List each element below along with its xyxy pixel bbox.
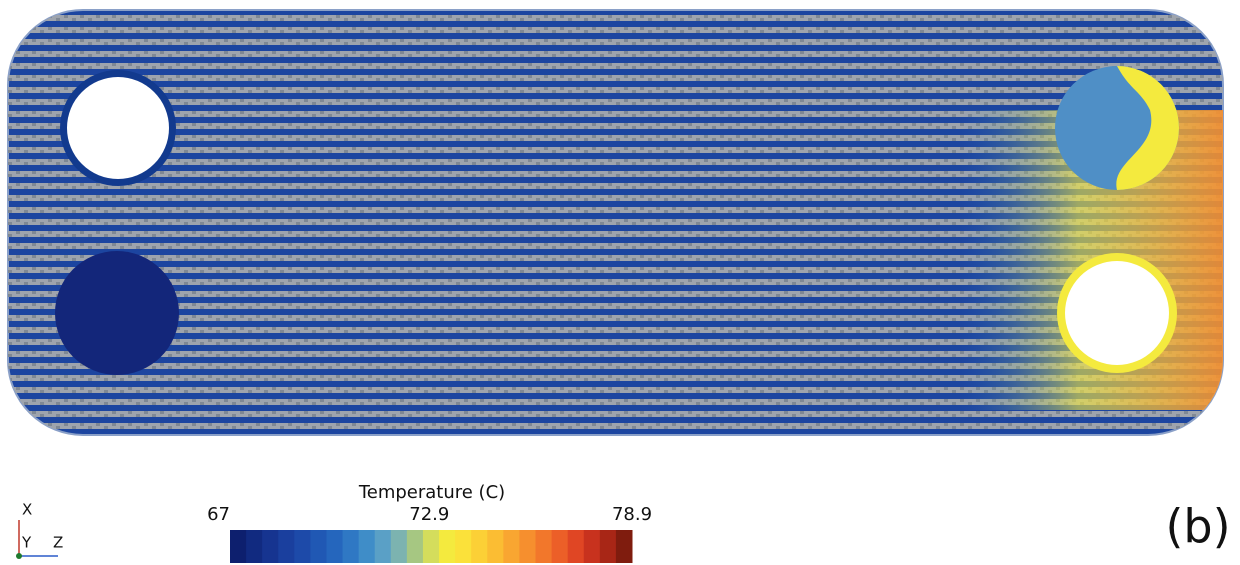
colorbar-segment [390,530,408,563]
colorbar-tick-label: 78.9 [612,504,652,525]
colorbar-segment [406,530,424,563]
colorbar-segment [471,530,488,563]
axis-x-label: X [22,501,32,519]
colorbar-segment [567,530,585,563]
colorbar-segment [358,530,376,563]
colorbar-segment [583,530,601,563]
axis-y-label: Y [21,534,32,552]
colorbar-tick-label: 72.9 [409,504,449,525]
colorbar-segment [246,530,263,563]
colorbar-segment [615,530,633,563]
colorbar-segment [503,530,520,563]
colorbar-segment [230,530,247,563]
colorbar-segment [487,530,504,563]
colorbar-segment [455,530,472,563]
colorbar-segment [310,530,327,563]
colorbar-segment [278,530,295,563]
colorbar-segment [374,530,392,563]
colorbar-segment [326,530,344,563]
colorbar-segment [342,530,360,563]
axis-z-label: Z [53,534,63,552]
colorbar-segment [422,530,440,563]
colorbar-segment [535,530,553,563]
axis-triad: X Y Z [16,501,63,559]
colorbar-segment [262,530,279,563]
colorbar-segment [519,530,537,563]
colorbar-title: Temperature (C) [358,482,505,503]
colorbar-segment [599,530,617,563]
colorbar-segment [551,530,569,563]
plate [7,9,1224,436]
colorbar-segment [294,530,311,563]
colorbar-segment [439,530,456,563]
panel-label: (b) [1165,500,1230,554]
colorbar-tick-label: 67 [207,504,230,525]
